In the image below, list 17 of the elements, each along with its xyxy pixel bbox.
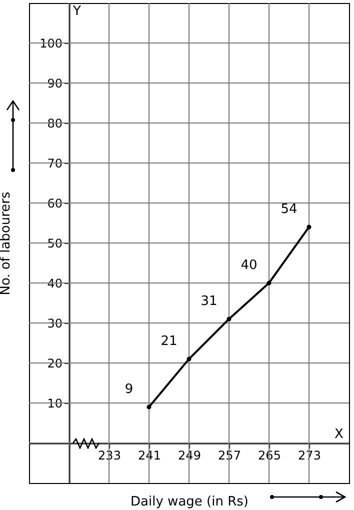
x-tick-label: 241: [138, 448, 161, 462]
data-label: 54: [280, 202, 298, 217]
data-label: 40: [240, 258, 258, 273]
data-label: 21: [160, 334, 178, 349]
annotation: Y: [72, 4, 81, 19]
x-tick-label: 257: [218, 448, 241, 462]
annotation: X: [334, 427, 344, 442]
point: [186, 356, 192, 362]
x-axis-title: Daily wage (in Rs): [130, 494, 248, 510]
point: [266, 280, 272, 286]
data-label: 9: [124, 382, 134, 397]
data-label: 31: [200, 294, 218, 309]
point: [146, 404, 152, 410]
x-tick-label: 265: [258, 448, 281, 462]
x-tick-label: 249: [178, 448, 201, 462]
point: [306, 224, 312, 230]
point: [226, 316, 232, 322]
